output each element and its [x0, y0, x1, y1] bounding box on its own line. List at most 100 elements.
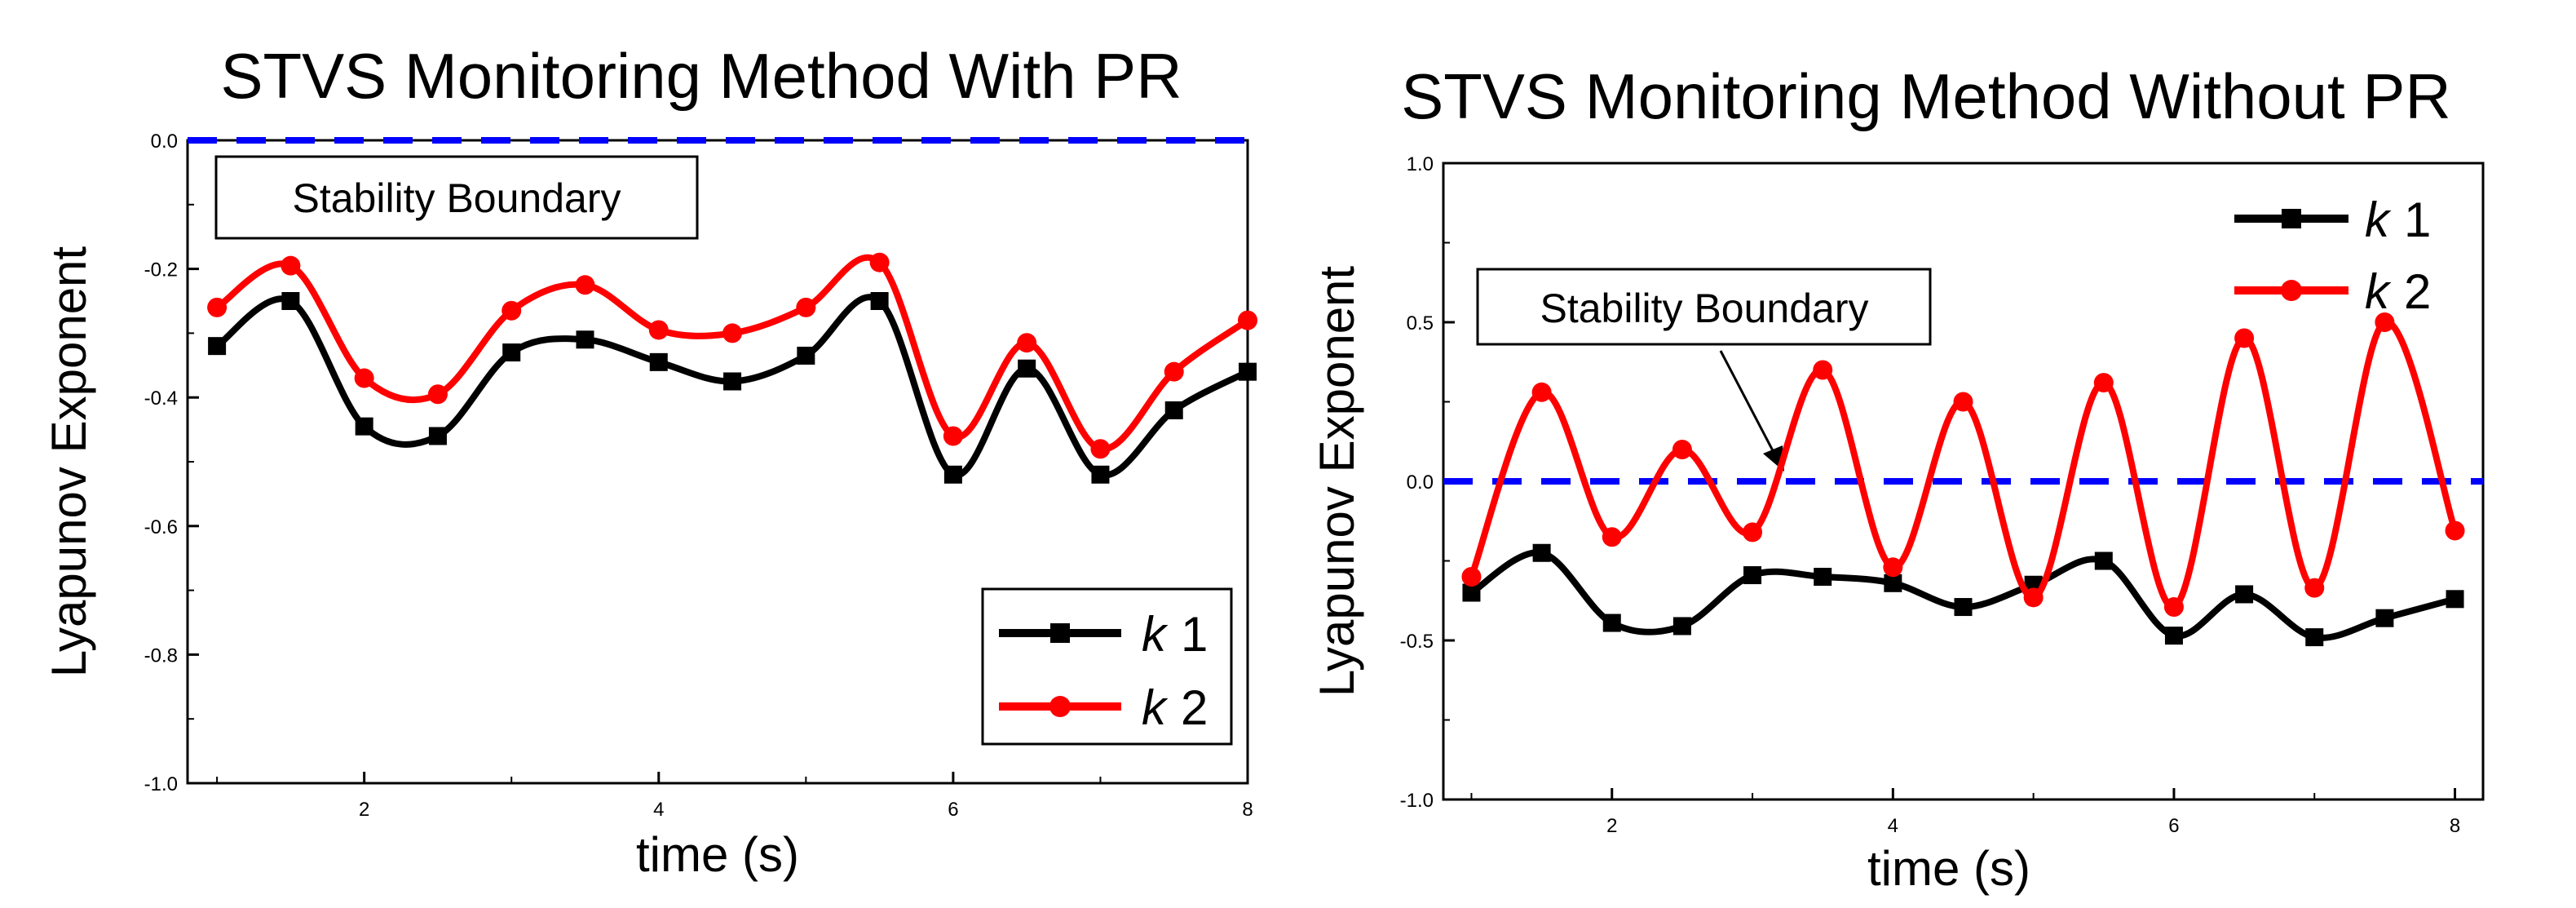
y-tick-label: 0.0	[1407, 472, 1434, 494]
x-ticks: 2 4 6 8	[1470, 788, 2460, 837]
legend-k-italic: k	[2365, 193, 2392, 247]
legend-k-italic: k	[2365, 264, 2392, 319]
annotation-text: Stability Boundary	[292, 175, 621, 221]
data-point-k1	[2235, 585, 2254, 604]
y-tick-label: 1.0	[1407, 153, 1434, 175]
data-point-k1	[2446, 590, 2464, 609]
y-tick-label: -1.0	[144, 773, 178, 795]
data-point-k2	[1602, 527, 1622, 547]
data-point-k2	[2163, 597, 2184, 618]
x-axis-label: time (s)	[636, 827, 799, 882]
x-tick-label: 2	[1606, 815, 1617, 837]
legend-marker-k1	[2282, 209, 2301, 228]
stability-annotation: Stability Boundary	[214, 155, 699, 240]
y-axis-label: Lyapunov Exponent	[1310, 266, 1364, 698]
x-tick-label: 8	[2450, 815, 2460, 837]
annotation-box	[1476, 268, 1932, 346]
data-point-k1	[1814, 568, 1832, 586]
data-point-k1	[2375, 609, 2394, 627]
data-point-k2	[1953, 392, 1973, 412]
data-point-k1	[502, 343, 521, 362]
data-point-k2	[1883, 557, 1903, 578]
series-layer	[1461, 312, 2465, 647]
data-point-k1	[208, 337, 227, 356]
data-point-k2	[2093, 373, 2114, 393]
data-point-k1	[1884, 574, 1902, 592]
legend-k-index: 2	[2404, 264, 2431, 319]
legend-box	[981, 587, 1233, 746]
series-line-k2	[1468, 318, 2459, 610]
data-point-k1	[943, 465, 962, 484]
annotation-text: Stability Boundary	[1540, 286, 1868, 331]
x-tick-label: 6	[948, 799, 958, 821]
annotation-box	[214, 155, 699, 240]
y-tick-label: 0.5	[1407, 312, 1434, 334]
data-point-k1	[1164, 401, 1183, 419]
data-point-k2	[1238, 310, 1257, 330]
data-point-k1	[870, 292, 889, 310]
data-point-k2	[281, 255, 301, 276]
data-point-k2	[1531, 382, 1552, 402]
data-point-k1	[2164, 627, 2183, 645]
data-point-k2	[575, 275, 595, 295]
data-point-k2	[1813, 360, 1833, 380]
data-point-k2	[1672, 440, 1692, 459]
data-point-k1	[1239, 362, 1257, 381]
data-point-k2	[2234, 328, 2255, 348]
legend-k-index: 1	[2404, 193, 2431, 247]
data-point-k2	[796, 297, 816, 317]
y-tick-label: -0.6	[144, 516, 178, 538]
data-point-k2	[354, 368, 374, 388]
data-point-k2	[2445, 520, 2465, 541]
data-point-k2	[427, 384, 448, 405]
legend-marker-k1	[1050, 623, 1070, 643]
data-point-k1	[1532, 543, 1551, 562]
data-point-k2	[1017, 333, 1037, 353]
x-tick-label: 2	[359, 799, 369, 821]
legend-k-italic: k	[1142, 607, 1169, 662]
data-point-k1	[2094, 551, 2113, 570]
series-line-k1	[214, 294, 1249, 479]
y-tick-label: -0.4	[144, 388, 178, 410]
data-point-k1	[576, 330, 594, 349]
x-tick-label: 4	[653, 799, 664, 821]
legend-k-index: 2	[1181, 680, 1208, 735]
x-axis-label: time (s)	[1867, 841, 2030, 896]
data-point-k1	[2305, 628, 2324, 647]
data-point-k1	[649, 352, 668, 371]
x-ticks: 2 4 6 8	[216, 772, 1253, 821]
data-point-k1	[1602, 613, 1621, 632]
data-point-k2	[1090, 439, 1111, 459]
annotation-arrow	[1719, 350, 1778, 458]
data-point-k1	[1954, 598, 1973, 617]
data-point-k1	[797, 346, 815, 365]
stability-annotation: Stability Boundary	[1476, 268, 1932, 472]
y-axis-label: Lyapunov Exponent	[42, 246, 96, 678]
y-tick-label: -0.8	[144, 644, 178, 667]
data-point-k2	[1461, 567, 1482, 587]
x-tick-label: 4	[1888, 815, 1898, 837]
legend-marker-k2	[1049, 696, 1071, 717]
series-line-k2	[214, 254, 1250, 453]
data-point-k1	[1018, 359, 1036, 378]
data-point-k2	[2375, 312, 2395, 332]
data-point-k1	[355, 417, 373, 436]
data-point-k2	[207, 297, 228, 317]
data-point-k2	[943, 426, 963, 446]
chart-without-pr: STVS Monitoring Method Without PR 1.0 0.5…	[1310, 60, 2485, 896]
x-tick-label: 6	[2168, 815, 2179, 837]
data-point-k1	[428, 427, 447, 445]
data-point-k2	[648, 320, 669, 340]
series-layer	[207, 252, 1257, 484]
data-point-k1	[1672, 617, 1691, 636]
y-tick-label: -0.5	[1400, 631, 1434, 653]
data-point-k2	[1164, 361, 1184, 382]
x-tick-label: 8	[1242, 799, 1253, 821]
legend-marker-k2	[2281, 280, 2302, 301]
